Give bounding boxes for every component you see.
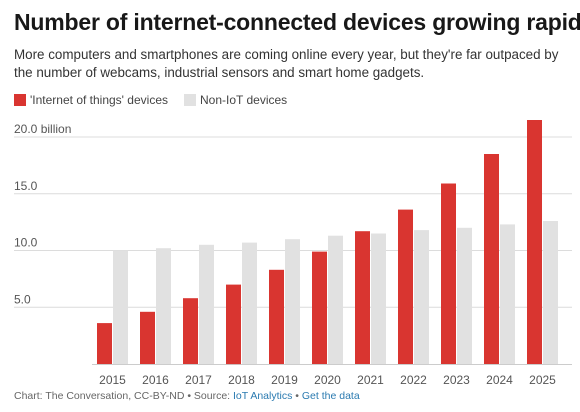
bar-iot xyxy=(484,154,499,364)
bar-non-iot xyxy=(113,250,128,364)
x-tick-label: 2020 xyxy=(314,373,341,387)
legend-item-iot: 'Internet of things' devices xyxy=(14,93,168,107)
bar-non-iot xyxy=(371,233,386,364)
x-tick-label: 2022 xyxy=(400,373,427,387)
bar-chart: 5.0 10.0 15.0 20.0 billion 2015 2016 2017 2018 2… xyxy=(14,120,572,387)
chart-title: Number of internet-connected devices gro… xyxy=(14,9,580,35)
bar-iot xyxy=(97,323,112,364)
legend-label-iot: 'Internet of things' devices xyxy=(30,93,168,107)
x-tick-label: 2025 xyxy=(529,373,556,387)
bar-iot xyxy=(527,120,542,364)
x-tick-label: 2017 xyxy=(185,373,212,387)
get-data-link[interactable]: Get the data xyxy=(301,390,360,402)
legend-swatch-iot xyxy=(14,94,26,106)
x-tick-label: 2018 xyxy=(228,373,255,387)
legend: 'Internet of things' devices Non-IoT dev… xyxy=(14,93,303,107)
legend-swatch-non-iot xyxy=(184,94,196,106)
legend-label-non-iot: Non-IoT devices xyxy=(200,93,288,107)
x-tick-label: 2023 xyxy=(443,373,470,387)
x-tick-label: 2019 xyxy=(271,373,298,387)
bar-iot xyxy=(355,231,370,364)
bar-iot xyxy=(226,284,241,365)
x-tick-label: 2021 xyxy=(357,373,384,387)
legend-item-non-iot: Non-IoT devices xyxy=(184,93,287,107)
x-tick-label: 2015 xyxy=(99,373,126,387)
footer-separator: • xyxy=(292,390,302,402)
credit-text: Chart: The Conversation, CC-BY-ND • Sour… xyxy=(14,390,234,402)
chart-footer: Chart: The Conversation, CC-BY-ND • Sour… xyxy=(14,390,360,402)
x-tick-label: 2024 xyxy=(486,373,513,387)
bar-iot xyxy=(140,311,155,364)
bar-non-iot xyxy=(500,224,515,364)
y-tick-label: 15.0 xyxy=(14,179,38,193)
bar-non-iot xyxy=(414,230,429,364)
bar-iot xyxy=(183,298,198,364)
bar-non-iot xyxy=(242,242,257,364)
bar-non-iot xyxy=(156,248,171,364)
source-link[interactable]: IoT Analytics xyxy=(233,390,293,402)
y-tick-label: 20.0 billion xyxy=(14,122,71,136)
chart-subtitle: More computers and smartphones are comin… xyxy=(14,47,559,80)
bar-non-iot xyxy=(199,244,214,364)
bar-iot xyxy=(441,183,456,364)
bar-non-iot xyxy=(285,239,300,364)
bar-iot xyxy=(398,209,413,364)
bar-non-iot xyxy=(328,235,343,364)
bar-iot xyxy=(269,269,284,364)
x-tick-label: 2016 xyxy=(142,373,169,387)
bar-non-iot xyxy=(543,221,558,364)
bar-iot xyxy=(312,251,327,364)
y-tick-label: 5.0 xyxy=(14,292,31,306)
bar-non-iot xyxy=(457,227,472,364)
y-tick-label: 10.0 xyxy=(14,236,38,250)
